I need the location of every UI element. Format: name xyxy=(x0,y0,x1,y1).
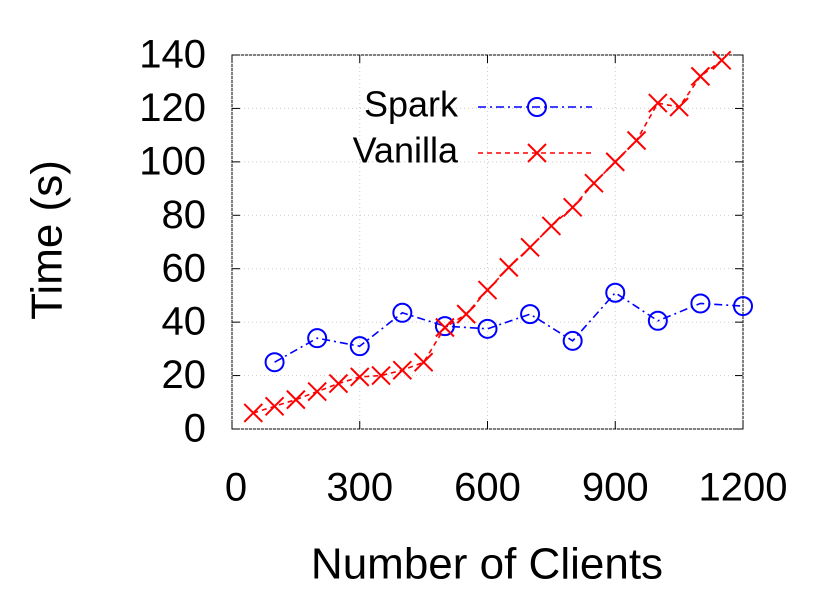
marker xyxy=(307,381,327,402)
marker xyxy=(733,296,753,317)
marker xyxy=(690,293,711,314)
marker xyxy=(626,130,647,151)
y-tick-label: 0 xyxy=(184,407,206,451)
x-tick-label: 1200 xyxy=(699,466,788,510)
y-axis-label: Time (s) xyxy=(23,160,72,320)
marker xyxy=(541,216,562,236)
y-tick-label: 80 xyxy=(162,193,207,237)
legend-marker xyxy=(527,97,547,117)
marker xyxy=(264,352,285,373)
marker xyxy=(605,152,625,172)
y-tick-label: 140 xyxy=(139,33,206,77)
marker xyxy=(562,197,583,217)
marker xyxy=(477,280,498,300)
x-tick-label: 900 xyxy=(582,466,649,510)
marker xyxy=(435,317,455,338)
marker xyxy=(584,173,604,193)
x-tick-label: 0 xyxy=(225,466,247,510)
marker xyxy=(690,66,711,87)
y-tick-label: 60 xyxy=(162,246,207,290)
marker xyxy=(413,352,434,372)
x-tick-label: 600 xyxy=(454,466,521,510)
y-tick-label: 20 xyxy=(162,353,207,397)
y-tick-label: 120 xyxy=(139,86,206,130)
y-tick-label: 40 xyxy=(162,300,207,344)
marker xyxy=(286,389,306,410)
legend-label: Spark xyxy=(364,84,459,125)
marker xyxy=(477,318,498,339)
marker xyxy=(669,97,689,117)
legend-marker xyxy=(527,143,547,163)
marker xyxy=(307,328,328,349)
marker xyxy=(456,304,476,324)
marker xyxy=(350,367,370,387)
marker xyxy=(562,330,583,351)
legend-label: Vanilla xyxy=(353,130,459,171)
marker xyxy=(349,336,370,357)
marker xyxy=(371,365,391,386)
y-tick-label: 100 xyxy=(139,139,206,183)
marker xyxy=(520,237,540,258)
marker xyxy=(392,360,413,380)
marker xyxy=(243,403,263,423)
marker xyxy=(712,50,732,71)
marker xyxy=(520,304,541,325)
x-tick-label: 300 xyxy=(326,466,393,510)
marker xyxy=(648,93,668,113)
x-axis-label: Number of Clients xyxy=(311,540,663,589)
marker xyxy=(392,302,413,323)
marker xyxy=(434,316,455,337)
marker xyxy=(328,373,349,394)
marker xyxy=(605,282,626,303)
series-line xyxy=(253,59,723,414)
series-line xyxy=(274,291,744,363)
marker xyxy=(264,396,285,417)
marker xyxy=(499,257,519,278)
marker xyxy=(647,310,668,331)
